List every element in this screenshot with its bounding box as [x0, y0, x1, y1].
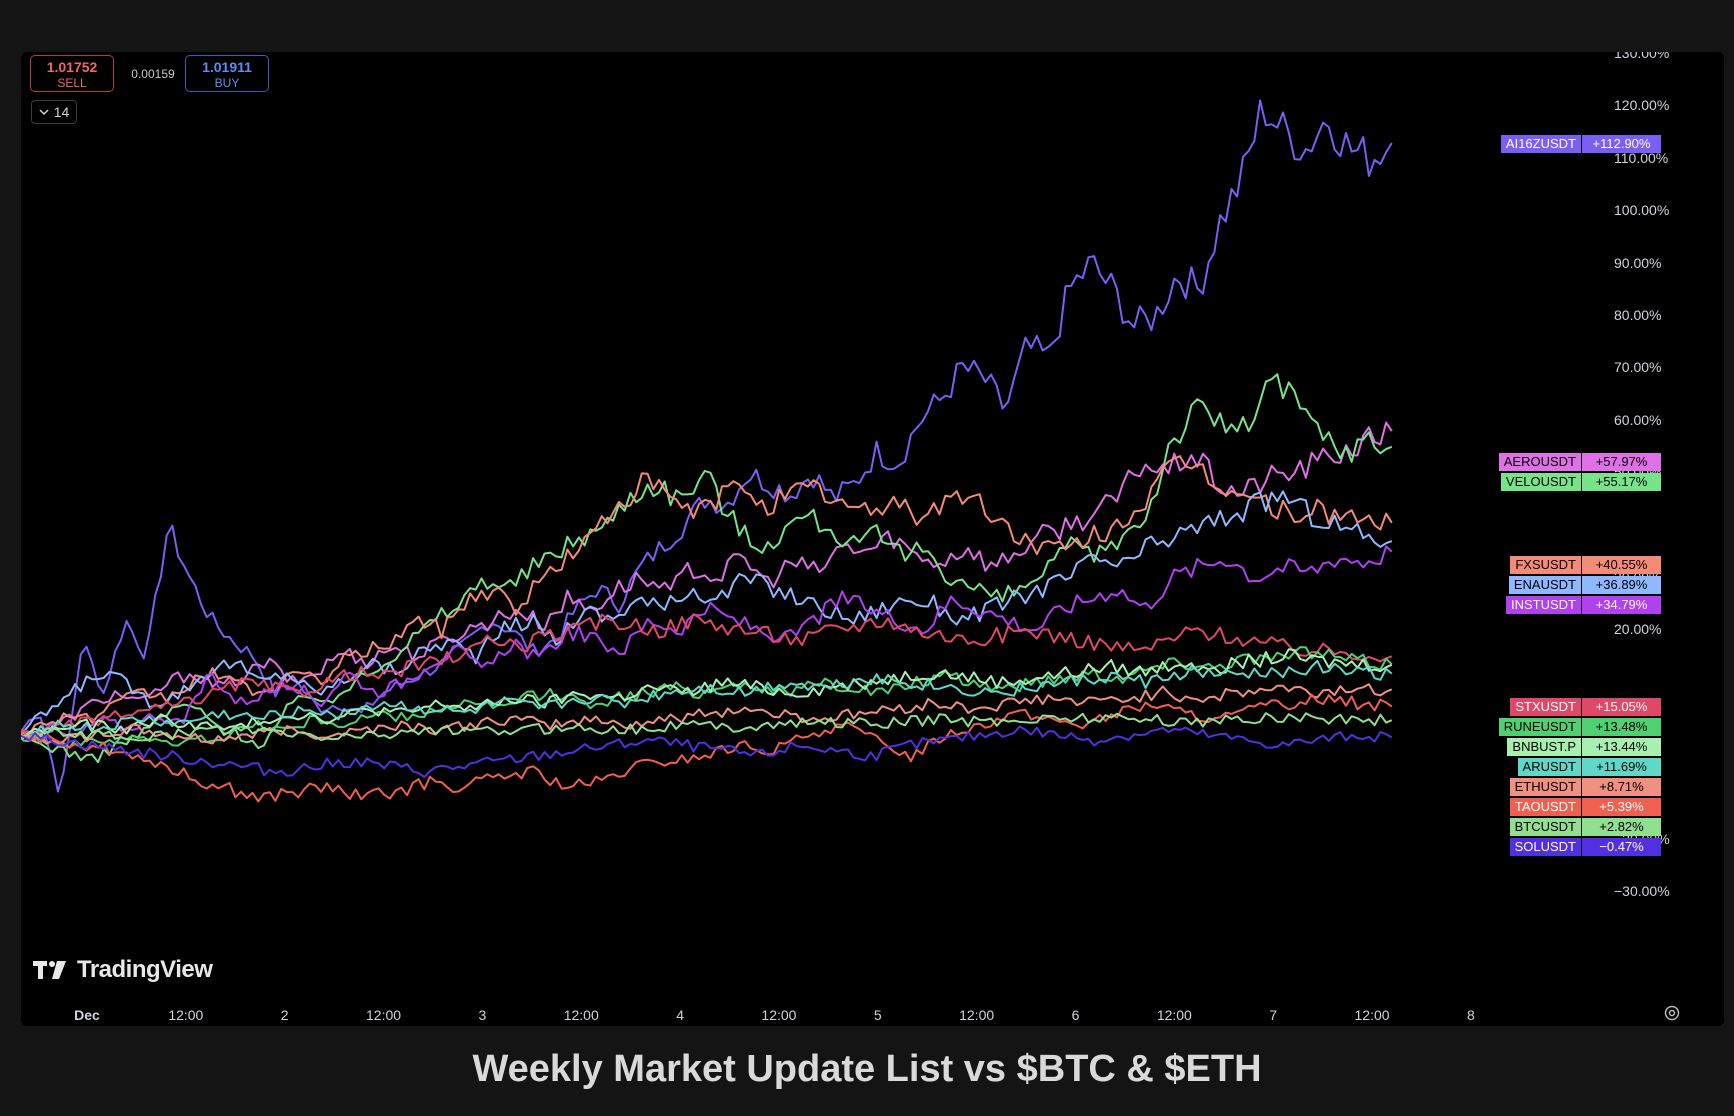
x-tick-label: 3: [478, 1007, 487, 1023]
x-tick-label: Dec: [74, 1007, 100, 1023]
x-tick-label: 12:00: [366, 1007, 402, 1023]
sell-price: 1.01752: [46, 59, 98, 75]
series-tag-symbol: SOLUSDT: [1509, 838, 1581, 856]
sell-button[interactable]: 1.01752 SELL: [30, 55, 114, 92]
series-tag-symbol: ETHUSDT: [1509, 778, 1581, 796]
y-tick-label: 70.00%: [1614, 359, 1662, 376]
series-tag-symbol: INSTUSDT: [1506, 596, 1581, 614]
indicator-count: 14: [53, 104, 70, 120]
x-tick-label: 12:00: [761, 1007, 797, 1023]
y-tick-label: 100.00%: [1614, 202, 1670, 219]
series-tag-value: +36.89%: [1582, 576, 1661, 594]
series-tag-symbol: ARUSDT: [1517, 758, 1581, 776]
series-tag[interactable]: BNBUST.P +13.44%: [1421, 738, 1724, 756]
x-tick-label: 12:00: [168, 1007, 204, 1023]
series-tag-value: +8.71%: [1582, 778, 1661, 796]
x-tick-label: 12:00: [563, 1007, 599, 1023]
x-tick-label: 8: [1466, 1007, 1475, 1023]
series-tag[interactable]: VELOUSDT +55.17%: [1421, 473, 1724, 491]
y-tick-label: 90.00%: [1614, 254, 1662, 271]
series-tag[interactable]: TAOUSDT +5.39%: [1421, 798, 1724, 816]
y-tick-label: 20.00%: [1614, 621, 1662, 638]
page-caption: Weekly Market Update List vs $BTC & $ETH: [472, 1048, 1262, 1090]
y-tick-label: 60.00%: [1614, 411, 1662, 428]
x-tick-label: 5: [873, 1007, 882, 1023]
tradingview-logo[interactable]: TradingView: [33, 956, 213, 984]
series-tag-value: +57.97%: [1582, 453, 1661, 471]
series-line-enausdt[interactable]: [21, 490, 1393, 735]
series-tag-value: −0.47%: [1582, 838, 1661, 856]
series-tag-value: +55.17%: [1582, 473, 1661, 491]
chart-panel[interactable]: 1.01752 SELL 0.00159 1.01911 BUY 14 Trad…: [21, 52, 1724, 1026]
series-tag-value: +40.55%: [1582, 556, 1661, 574]
series-tag-value: +11.69%: [1582, 758, 1661, 776]
x-tick-label: 12:00: [1354, 1007, 1390, 1023]
x-tick-label: 7: [1269, 1007, 1278, 1023]
series-tag-symbol: BTCUSDT: [1509, 818, 1581, 836]
tradingview-wordmark: TradingView: [77, 956, 213, 983]
y-tick-label: 80.00%: [1614, 306, 1662, 323]
series-tag[interactable]: AI16ZUSDT +112.90%: [1421, 135, 1724, 153]
y-tick-label: 110.00%: [1614, 149, 1669, 166]
series-tag-symbol: RUNEUSDT: [1498, 718, 1581, 736]
series-line-arusdt[interactable]: [21, 659, 1393, 738]
chevron-down-icon: [39, 109, 49, 116]
series-line-velousdt[interactable]: [21, 373, 1393, 764]
buy-button[interactable]: 1.01911 BUY: [185, 55, 269, 92]
series-tag[interactable]: INSTUSDT +34.79%: [1421, 596, 1724, 614]
buy-price: 1.01911: [202, 59, 252, 75]
sell-label: SELL: [57, 76, 87, 90]
series-tag-symbol: AI16ZUSDT: [1500, 135, 1581, 153]
series-tag-value: +15.05%: [1582, 698, 1661, 716]
x-tick-label: 12:00: [959, 1007, 995, 1023]
series-tag[interactable]: RUNEUSDT +13.48%: [1421, 718, 1724, 736]
series-tag[interactable]: ETHUSDT +8.71%: [1421, 778, 1724, 796]
series-tag-symbol: FXSUSDT: [1510, 556, 1581, 574]
x-tick-label: 2: [280, 1007, 289, 1023]
x-tick-label: 12:00: [1156, 1007, 1192, 1023]
chart-plot[interactable]: [21, 52, 1724, 1026]
series-tag-value: +34.79%: [1582, 596, 1661, 614]
series-tag[interactable]: ENAUSDT +36.89%: [1421, 576, 1724, 594]
series-tag-symbol: AEROUSDT: [1498, 453, 1581, 471]
series-tag-value: +2.82%: [1582, 818, 1661, 836]
buy-label: BUY: [214, 76, 240, 90]
series-line-instusdt[interactable]: [21, 545, 1393, 739]
series-line-ethusdt[interactable]: [21, 683, 1393, 745]
y-tick-label: −30.00%: [1614, 883, 1670, 899]
series-line-ai16zusdt[interactable]: [21, 99, 1393, 793]
series-tag[interactable]: ARUSDT +11.69%: [1421, 758, 1724, 776]
spread-value: 0.00159: [131, 67, 175, 81]
gear-icon[interactable]: [1662, 1003, 1682, 1023]
y-tick-label: 130.00%: [1614, 52, 1670, 61]
series-line-solusdt[interactable]: [21, 725, 1393, 778]
series-line-btcusdt[interactable]: [21, 712, 1393, 742]
series-tag-value: +13.48%: [1582, 718, 1661, 736]
series-tag[interactable]: FXSUSDT +40.55%: [1421, 556, 1724, 574]
series-tag-symbol: BNBUST.P: [1507, 738, 1581, 756]
series-tag[interactable]: STXUSDT +15.05%: [1421, 698, 1724, 716]
series-line-taousdt[interactable]: [21, 693, 1393, 803]
series-tag[interactable]: SOLUSDT −0.47%: [1421, 838, 1724, 856]
x-tick-label: 4: [676, 1007, 684, 1023]
indicators-collapse-button[interactable]: 14: [31, 100, 77, 124]
series-tag-symbol: ENAUSDT: [1508, 576, 1581, 594]
series-tag[interactable]: AEROUSDT +57.97%: [1421, 453, 1724, 471]
tradingview-logo-icon: [33, 961, 66, 979]
series-line-fxsusdt[interactable]: [21, 455, 1393, 738]
series-tag-symbol: STXUSDT: [1510, 698, 1581, 716]
series-tag[interactable]: BTCUSDT +2.82%: [1421, 818, 1724, 836]
series-tag-value: +5.39%: [1582, 798, 1661, 816]
y-tick-label: 120.00%: [1614, 97, 1670, 114]
series-tag-symbol: TAOUSDT: [1509, 798, 1581, 816]
series-tag-symbol: VELOUSDT: [1500, 473, 1581, 491]
series-tag-value: +13.44%: [1582, 738, 1661, 756]
series-tag-value: +112.90%: [1582, 135, 1661, 153]
series-line-aerousdt[interactable]: [21, 421, 1393, 739]
x-tick-label: 6: [1071, 1007, 1080, 1023]
series-line-stxusdt[interactable]: [21, 613, 1393, 735]
